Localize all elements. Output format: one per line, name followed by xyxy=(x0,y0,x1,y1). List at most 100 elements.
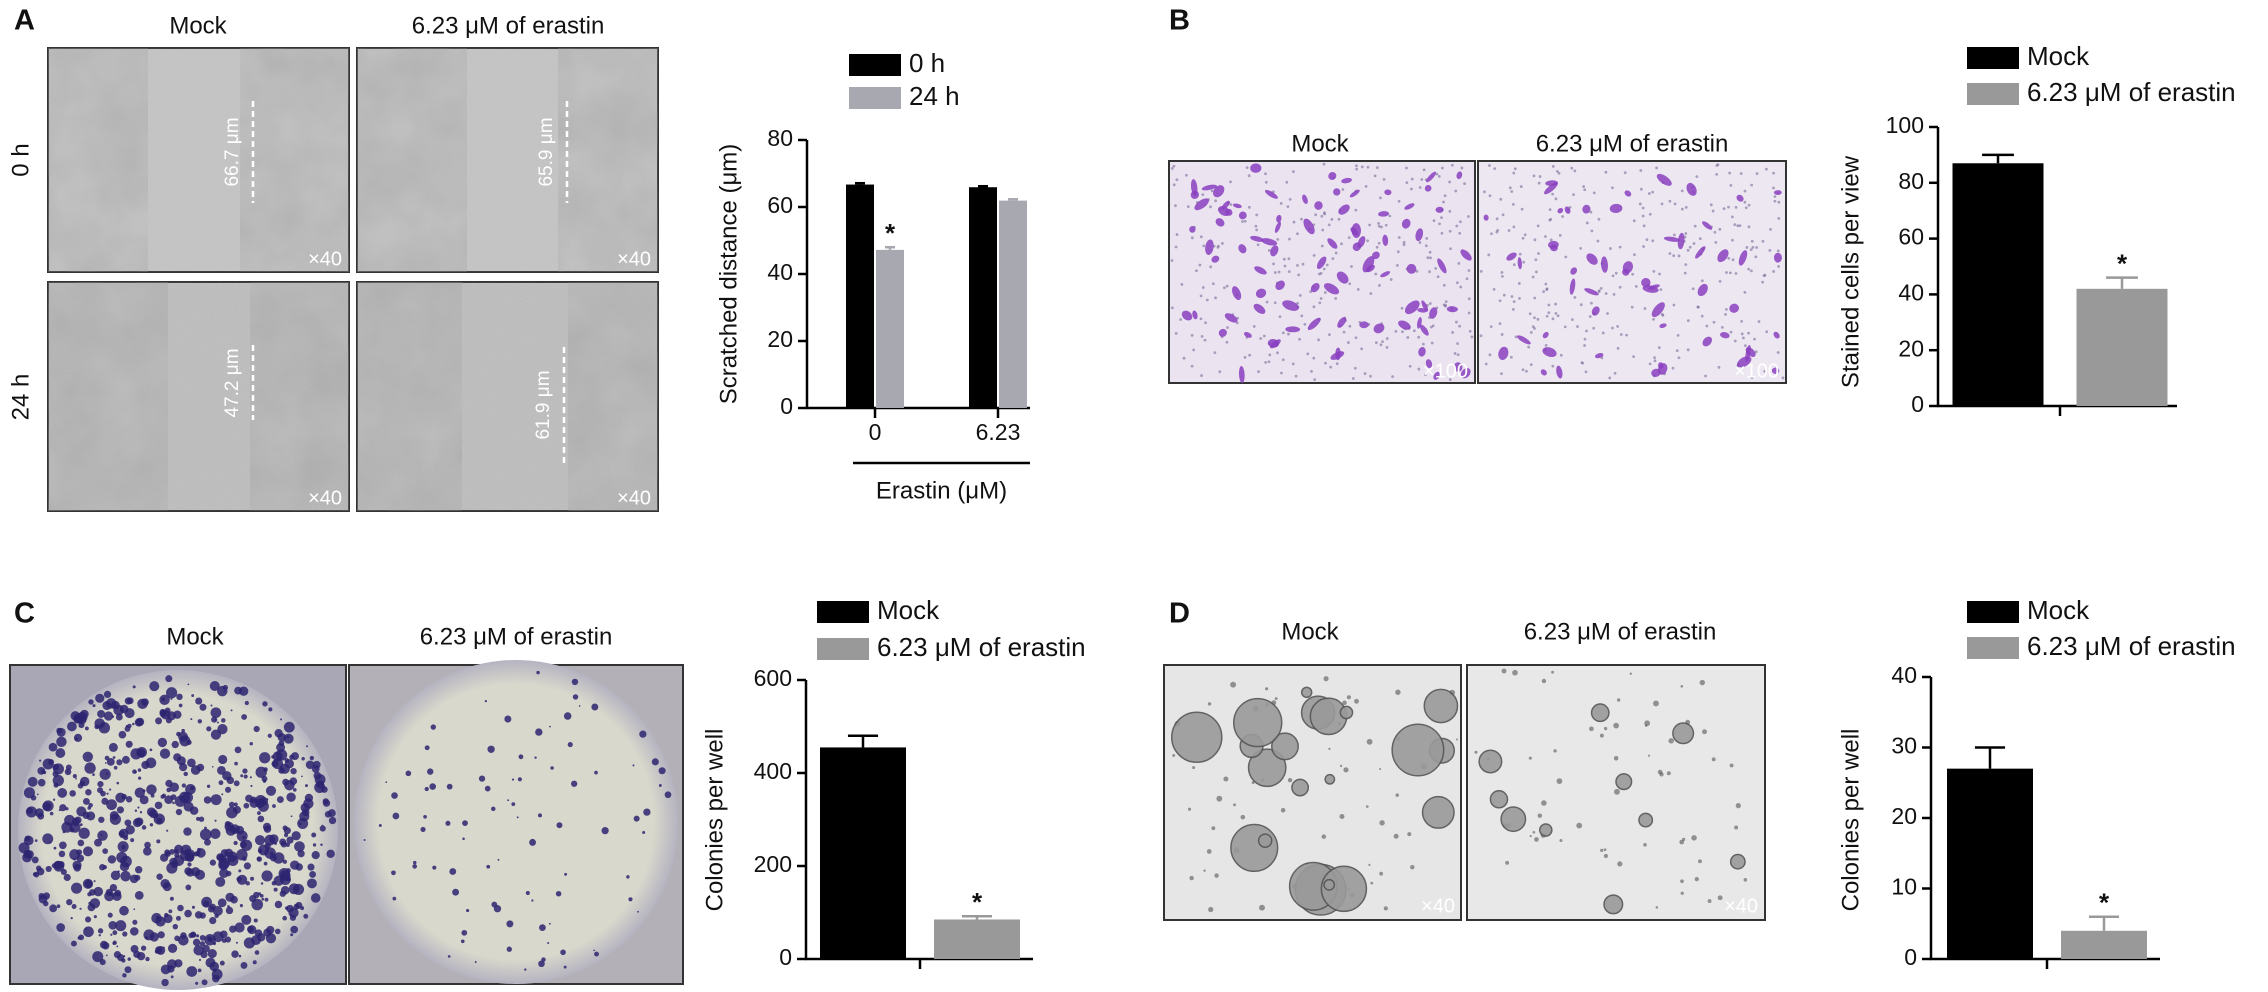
pore xyxy=(1743,200,1747,204)
pore xyxy=(1301,262,1305,266)
speck xyxy=(1556,778,1563,784)
speck xyxy=(1614,788,1620,795)
y-tick-label: 0 xyxy=(780,393,793,419)
colony xyxy=(288,883,300,895)
pore xyxy=(1317,338,1320,342)
colony xyxy=(289,914,297,921)
pore xyxy=(1312,253,1316,257)
pore xyxy=(1634,284,1638,288)
pore xyxy=(1319,272,1323,275)
speck xyxy=(1698,859,1702,864)
pore xyxy=(1448,209,1452,213)
pore xyxy=(1467,297,1471,301)
colony xyxy=(391,792,398,799)
colony xyxy=(243,937,255,949)
colony xyxy=(97,709,106,718)
pore xyxy=(1448,229,1452,233)
pore xyxy=(1199,235,1203,239)
sphere xyxy=(1324,773,1336,785)
pore xyxy=(1287,332,1290,336)
pore xyxy=(1292,220,1296,224)
colony xyxy=(135,717,145,727)
colony xyxy=(264,834,276,846)
colony xyxy=(127,957,131,961)
pore xyxy=(1645,238,1649,242)
colony xyxy=(181,791,194,804)
pore xyxy=(1672,233,1676,237)
colony xyxy=(234,761,238,766)
colony xyxy=(97,780,104,788)
pore xyxy=(1458,231,1462,235)
colony xyxy=(97,830,108,841)
pore xyxy=(1385,346,1389,349)
colony xyxy=(516,816,519,819)
colony xyxy=(25,850,34,859)
pore xyxy=(1651,190,1655,194)
y-tick-label: 400 xyxy=(754,758,792,784)
cell xyxy=(1218,328,1227,337)
pore xyxy=(1718,280,1722,283)
colony xyxy=(429,783,436,790)
magnification: ×100 xyxy=(1423,360,1468,382)
colony xyxy=(197,719,203,724)
colony xyxy=(94,838,103,847)
pore xyxy=(1347,236,1351,239)
cell xyxy=(1398,320,1411,330)
cell xyxy=(1401,218,1411,229)
colony xyxy=(249,776,252,779)
colony xyxy=(290,933,294,937)
pore xyxy=(1408,364,1412,368)
pore xyxy=(1641,206,1645,210)
colony xyxy=(257,815,265,823)
cell xyxy=(1506,252,1517,261)
cell xyxy=(1594,353,1604,359)
colony xyxy=(109,883,118,892)
colony xyxy=(104,762,107,764)
pore xyxy=(1747,267,1751,271)
cell xyxy=(1404,203,1415,210)
colony xyxy=(164,851,171,857)
sphere xyxy=(1323,878,1336,891)
cell xyxy=(1205,239,1214,255)
speck xyxy=(1233,803,1236,807)
pore xyxy=(1286,205,1290,209)
colony xyxy=(209,859,216,866)
pore xyxy=(1500,271,1504,274)
pore xyxy=(1432,219,1436,223)
pore xyxy=(1642,224,1646,228)
pore xyxy=(1547,303,1551,307)
colony xyxy=(130,838,135,843)
colony xyxy=(61,821,73,833)
pore xyxy=(1738,224,1742,228)
colony xyxy=(188,932,194,939)
colony xyxy=(233,840,238,846)
speck xyxy=(1474,750,1478,754)
cell xyxy=(1453,362,1463,372)
cell xyxy=(1433,371,1441,380)
colony xyxy=(172,801,175,805)
colony xyxy=(225,892,235,902)
pore xyxy=(1609,247,1612,250)
colony xyxy=(105,954,108,957)
pore xyxy=(1391,375,1395,378)
pore xyxy=(1292,170,1295,174)
y-axis-label: Scratched distance (μm) xyxy=(715,144,742,405)
panel-letter: A xyxy=(14,5,35,37)
pore xyxy=(1529,331,1533,334)
pore xyxy=(1753,337,1756,341)
colony xyxy=(60,868,67,876)
pore xyxy=(1257,370,1260,374)
pore xyxy=(1558,233,1562,237)
colony xyxy=(517,777,522,782)
colony xyxy=(658,767,666,775)
colony xyxy=(242,768,248,774)
colony xyxy=(413,860,417,865)
pore xyxy=(1287,270,1291,274)
pore xyxy=(1554,197,1558,201)
colony xyxy=(601,827,609,835)
colony xyxy=(123,955,126,958)
pore xyxy=(1468,329,1472,333)
colony xyxy=(51,863,57,869)
speck xyxy=(1365,805,1369,808)
pore xyxy=(1718,227,1722,231)
